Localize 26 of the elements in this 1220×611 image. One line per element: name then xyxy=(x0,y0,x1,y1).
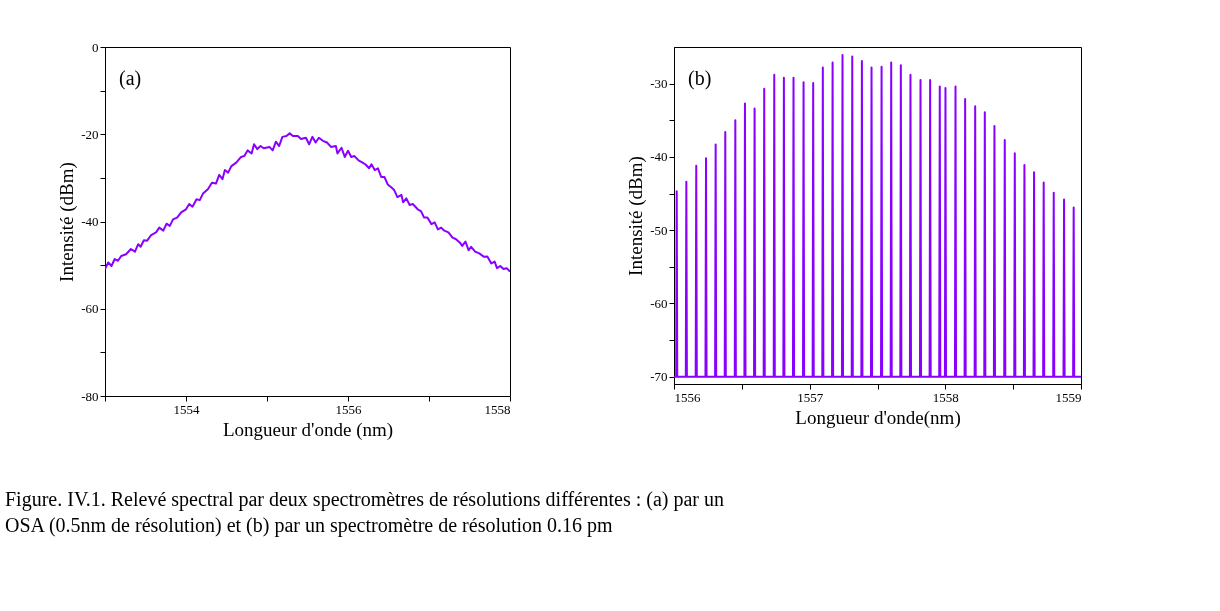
y-tick-label: -70 xyxy=(650,369,668,385)
y-tick-label: -80 xyxy=(81,388,99,404)
x-tick-label: 1559 xyxy=(1055,389,1082,405)
x-tick-label: 1554 xyxy=(173,401,200,417)
text: Figure. IV.1. Relevé spectral par deux spectromètres de résolutions différentes : (a) par un OSA (0.5nm de résolution) et (b) par un spectromètre de résolution 0.16 pm xyxy=(5,488,725,537)
y-axis-title: Intensité (dBm) xyxy=(625,156,648,276)
y-tick-label: -40 xyxy=(81,214,99,229)
y-tick-label: -30 xyxy=(650,76,668,92)
annotation: (b) xyxy=(688,67,712,90)
y-tick-label: -60 xyxy=(650,295,668,311)
y-tick-label: -60 xyxy=(81,301,99,317)
y-tick-label: -40 xyxy=(650,149,668,165)
x-tick-label: 1558 xyxy=(932,389,959,405)
line-series xyxy=(105,132,510,273)
x-tick-label: 1556 xyxy=(335,401,362,417)
y-tick-label: -20 xyxy=(81,126,99,142)
annotation: (a) xyxy=(119,67,142,90)
x-tick-label: 1558 xyxy=(484,401,511,417)
x-axis-title: Longueur d'onde(nm) xyxy=(795,406,961,429)
line-series xyxy=(674,54,1081,378)
y-tick-label: -50 xyxy=(650,222,668,238)
x-tick-label: 1556 xyxy=(674,389,701,405)
x-axis-title: Longueur d'onde (nm) xyxy=(222,418,394,441)
y-tick-label: 0 xyxy=(92,39,99,55)
x-tick-label: 1557 xyxy=(797,389,824,405)
y-axis-title: Intensité (dBm) xyxy=(56,162,79,282)
